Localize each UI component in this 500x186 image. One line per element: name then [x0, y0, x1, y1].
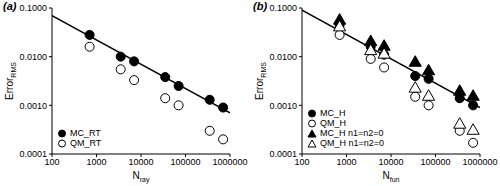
svg-text:0.1000: 0.1000 — [269, 3, 297, 13]
html-text:Nray: Nray — [132, 170, 150, 183]
html-text:MC_H n1=n2=0: MC_H n1=n2=0 — [320, 128, 384, 138]
html-text:QM_RT: QM_RT — [70, 138, 102, 148]
html-text:QM_H n1=n2=0: QM_H n1=n2=0 — [320, 138, 384, 148]
html-text:Error: Error — [253, 77, 265, 100]
svg-text:10000: 10000 — [128, 157, 153, 167]
html-text:RMS: RMS — [9, 62, 17, 78]
svg-text:0.0001: 0.0001 — [269, 149, 297, 159]
svg-text:100000: 100000 — [170, 157, 200, 167]
svg-text:0.1000: 0.1000 — [19, 3, 47, 13]
svg-text:10000: 10000 — [378, 157, 403, 167]
svg-text:1000000: 1000000 — [462, 157, 492, 167]
svg-text:0.0100: 0.0100 — [19, 52, 47, 62]
svg-text:1000: 1000 — [86, 157, 106, 167]
svg-text:100: 100 — [294, 157, 310, 168]
svg-text:1000: 1000 — [336, 157, 356, 167]
html-text:MC_RT: MC_RT — [70, 128, 101, 138]
svg-text:0.0010: 0.0010 — [269, 101, 297, 111]
svg-text:1000000: 1000000 — [212, 157, 247, 167]
svg-text:0.0010: 0.0010 — [19, 101, 47, 111]
html-text:Error: Error — [3, 77, 15, 100]
html-text:MC_H: MC_H — [320, 108, 346, 118]
html-text:Nfun: Nfun — [382, 170, 400, 183]
html-text:(b): (b) — [253, 0, 267, 12]
svg-text:100000: 100000 — [420, 157, 450, 167]
svg-text:0.0100: 0.0100 — [269, 52, 297, 62]
html-text:RMS: RMS — [259, 62, 267, 78]
html-text:(a): (a) — [3, 0, 17, 12]
svg-text:0.0001: 0.0001 — [19, 149, 47, 159]
svg-text:100: 100 — [44, 157, 60, 168]
html-text:QM_H: QM_H — [320, 118, 346, 128]
